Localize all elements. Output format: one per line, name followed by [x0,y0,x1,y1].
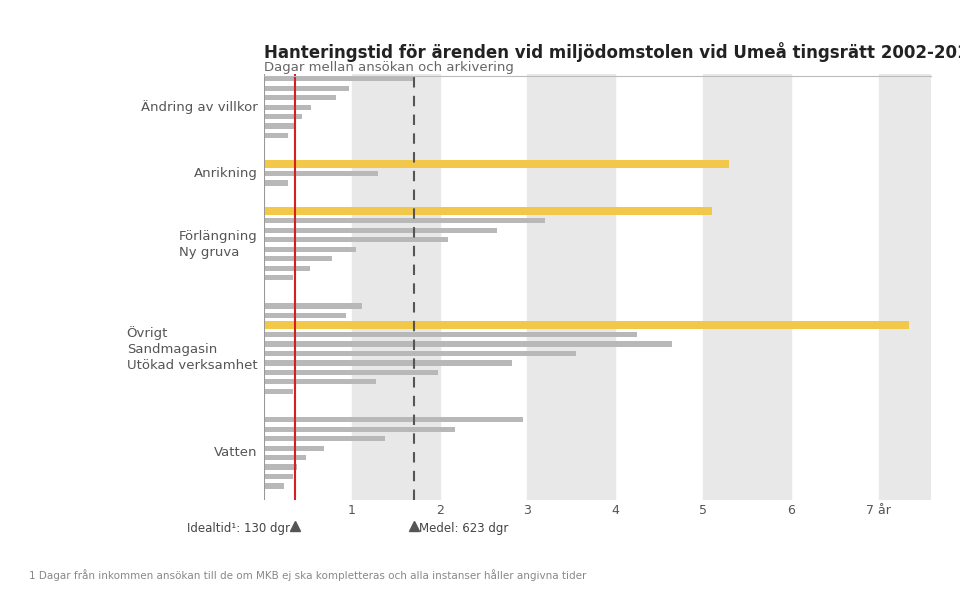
Bar [264,332,637,337]
Bar [264,474,293,479]
Bar [264,436,385,441]
Bar [264,114,301,119]
Bar [527,74,615,500]
Text: Övrigt
Sandmagasin
Utökad verksamhet: Övrigt Sandmagasin Utökad verksamhet [127,326,257,372]
Bar [264,105,310,110]
Bar [703,74,791,500]
Bar [264,304,362,308]
Bar [264,389,293,394]
Bar [264,427,455,432]
Bar [264,361,512,365]
Bar [264,379,376,384]
Bar [264,95,336,100]
Bar [264,342,672,346]
Bar [264,446,324,451]
Bar [264,275,293,280]
Bar [264,484,284,488]
Bar [264,124,297,128]
Bar [264,321,909,329]
Bar [264,247,356,252]
Text: Medel: 623 dgr: Medel: 623 dgr [419,522,508,535]
Bar [264,160,730,168]
Bar [264,76,415,81]
Text: Anrikning: Anrikning [194,167,257,180]
Bar [264,86,349,91]
Bar [264,133,288,138]
Bar [264,266,310,271]
Text: 1 Dagar från inkommen ansökan till de om MKB ej ska kompletteras och alla instan: 1 Dagar från inkommen ansökan till de om… [29,570,587,581]
Bar [264,181,288,185]
Bar [264,171,378,176]
Text: Vatten: Vatten [214,446,257,459]
Bar [351,74,440,500]
Bar [264,207,711,215]
Text: Hanteringstid för ärenden vid miljödomstolen vid Umeå tingsrätt 2002-2011: Hanteringstid för ärenden vid miljödomst… [264,42,960,62]
Text: Idealtid¹: 130 dgr: Idealtid¹: 130 dgr [187,522,291,535]
Bar [878,74,931,500]
Bar [264,455,306,460]
Bar [264,351,576,356]
Bar [264,417,523,422]
Text: Ändring av villkor: Ändring av villkor [140,100,257,114]
Bar [264,465,298,469]
Bar [264,218,545,223]
Bar [264,313,346,318]
Text: Förlängning
Ny gruva: Förlängning Ny gruva [179,230,257,259]
Bar [264,370,438,375]
Bar [264,228,496,233]
Text: Dagar mellan ansökan och arkivering: Dagar mellan ansökan och arkivering [264,61,514,74]
Bar [264,256,332,261]
Bar [264,237,448,242]
